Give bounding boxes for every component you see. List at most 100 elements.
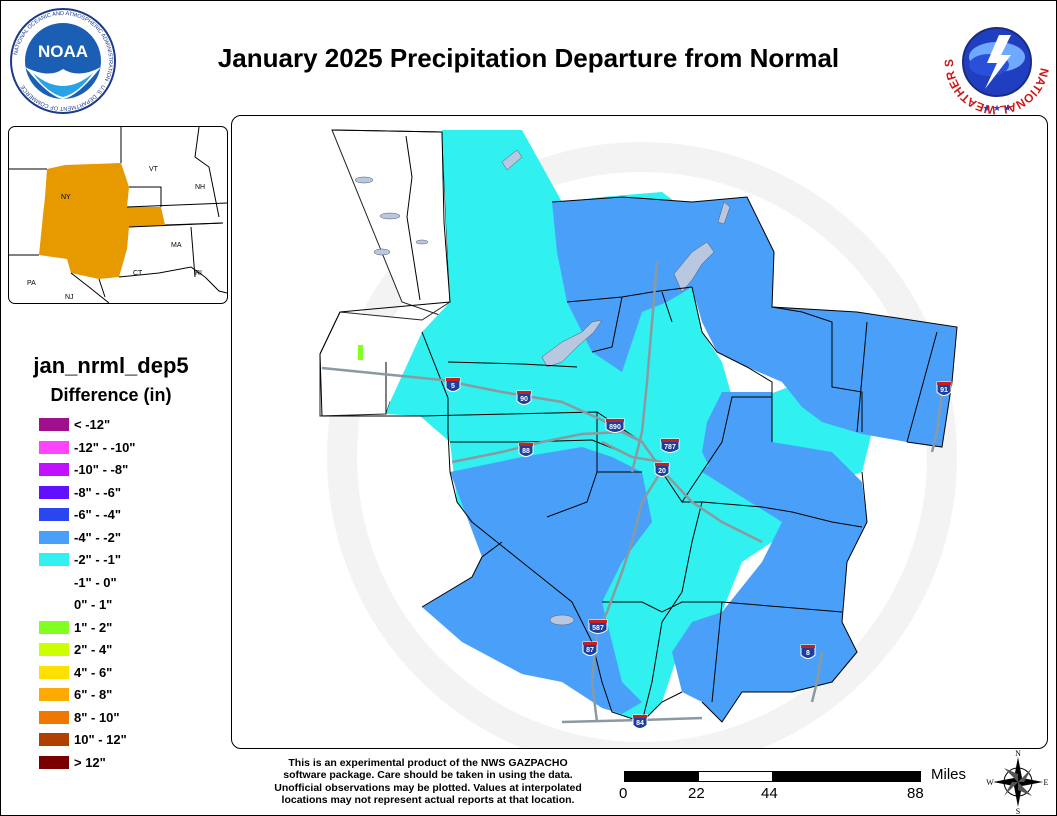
legend-swatch [39,733,69,746]
legend-item: > 12" [11,754,226,777]
legend-label: 1" - 2" [74,619,113,635]
legend-swatch [39,620,69,634]
interstate-shield-icon: 90 [516,390,532,405]
legend-title: Difference (in) [50,385,172,405]
legend-swatch [39,575,69,589]
legend-label: -6" - -4" [74,507,121,522]
legend-label: 6" - 8" [74,687,113,702]
legend-swatch [39,755,69,769]
legend-item: 8" - 10" [11,709,226,732]
legend-label: -12" - -10" [74,439,136,455]
legend-label: -2" - -1" [74,552,121,567]
legend-swatch [39,530,69,544]
svg-text:★ ★ ★: ★ ★ ★ [982,103,1011,113]
legend-item: -6" - -4" [11,506,226,529]
legend-item: -12" - -10" [11,439,226,462]
compass-e: E [1044,778,1049,787]
region-dark-blue-east [702,392,772,472]
inset-label-pa: PA [27,280,36,287]
interstate-shield-number: 87 [586,647,594,654]
compass-rose-icon: N S E W [986,749,1050,815]
interstate-shield-icon: 5 [445,377,461,392]
legend-label: -1" - 0" [74,574,117,590]
inset-label-ri: RI [195,270,202,277]
nws-logo: NATIONAL WEATHER SERVICE ★ ★ ★ [937,1,1053,117]
scale-tick-44: 44 [761,785,778,802]
legend-item: -8" - -6" [11,484,226,507]
legend-items: < -12" -12" - -10" -10" - -8" -8" - -6" -6" … [11,416,226,776]
interstate-shield-number: 587 [592,625,604,632]
legend-item: < -12" [11,416,226,439]
interstate-shield-number: 5 [451,383,455,390]
water-bodies [354,149,731,626]
legend-swatch [39,463,69,476]
legend-item: 4" - 6" [11,664,226,687]
legend-swatch [39,485,69,499]
interstate-shield-number: 20 [658,468,666,475]
legend-swatch [39,665,69,679]
legend-item: -10" - -8" [11,461,226,484]
legend-label: 4" - 6" [74,664,113,680]
legend-item: 10" - 12" [11,731,226,754]
legend-item: 6" - 8" [11,686,226,709]
legend-swatch [39,598,69,611]
interstate-shield-icon: 91 [936,381,952,396]
legend-swatch [39,508,69,521]
disclaimer-line: software package. Care should be taken i… [283,769,573,782]
inset-label-vt: VT [149,166,159,173]
inset-label-nh: NH [195,184,205,191]
legend-item: 1" - 2" [11,619,226,642]
nws-watermark [327,142,957,748]
region-light-cyan [386,130,872,722]
interstate-shield-number: 8 [806,650,810,657]
inset-locator-map: NY VT NH MA CT RI PA NJ [8,126,228,304]
disclaimer-line: This is an experimental product of the N… [288,757,568,769]
legend-swatch [39,688,69,701]
page-title: January 2025 Precipitation Departure fro… [217,43,840,73]
interstate-shield-icon: 890 [605,418,625,433]
legend-swatch [39,710,69,724]
legend-label: 8" - 10" [74,709,120,725]
legend-swatch [39,418,69,431]
legend-item: -2" - -1" [11,551,226,574]
legend-label: > 12" [74,754,106,770]
interstate-shield-number: 90 [520,396,528,403]
legend-label: 2" - 4" [74,642,113,657]
legend-item: 0" - 1" [11,596,226,619]
interstate-shield-number: 91 [940,387,948,394]
scale-bar [624,771,921,782]
legend-item: 2" - 4" [11,641,226,664]
scale-tick-0: 0 [619,785,628,802]
scale-unit: Miles [931,766,967,783]
legend-label: -8" - -6" [74,484,121,500]
interstate-shield-icon: 787 [660,438,680,453]
noaa-logo: NOAA NATIONAL OCEANIC AND ATMOSPHERIC AD… [9,7,117,115]
legend-label: < -12" [74,417,111,432]
legend-item: -4" - -2" [11,529,226,552]
legend-label: -10" - -8" [74,462,129,477]
interstate-shield-number: 84 [636,720,644,727]
interstate-shield-icon: 587 [588,619,608,634]
interstate-shield-icon: 87 [582,641,598,656]
interstate-shield-icon: 8 [800,644,816,659]
disclaimer: This is an experimental product of the N… [263,757,593,807]
legend-label: 0" - 1" [74,597,113,612]
scale-tick-22: 22 [688,785,705,802]
interstate-shield-icon: 84 [632,714,648,729]
interstate-shield-number: 88 [522,448,530,455]
legend-label: -4" - -2" [74,529,121,545]
compass-n: N [1015,749,1021,758]
interstate-shield-number: 890 [609,424,621,431]
inset-label-nj: NJ [65,294,74,301]
legend-name: jan_nrml_dep5 [33,353,189,378]
compass-s: S [1016,807,1020,815]
region-green-patch [358,345,363,360]
inset-label-ny: NY [61,194,71,201]
interstate-shield-icon: 88 [518,442,534,457]
scale-tick-88: 88 [907,785,924,802]
noaa-text: NOAA [38,42,88,61]
legend: jan_nrml_dep5 Difference (in) < -12" -12"… [11,353,226,776]
region-dark-blue-north [552,197,957,447]
disclaimer-line: Unofficial observations may be plotted. … [274,781,582,794]
